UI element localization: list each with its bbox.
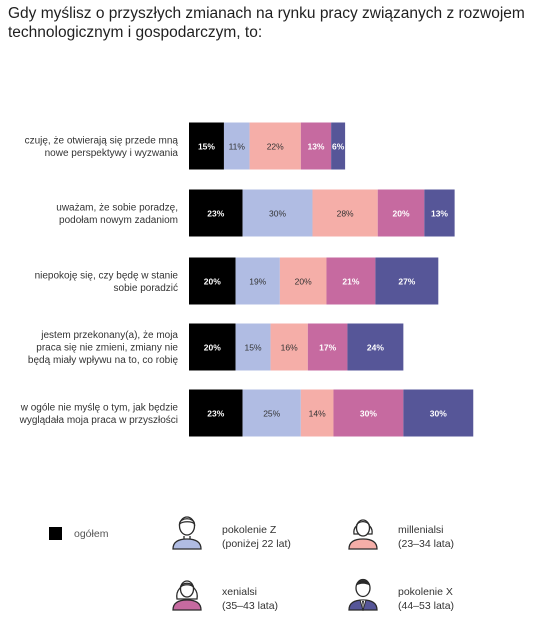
bar-value-label: 20% bbox=[204, 343, 221, 353]
bar-value-label: 23% bbox=[207, 409, 224, 419]
bar-segment-pokolenie-z bbox=[242, 189, 313, 237]
legend-label-ogolem: ogółem bbox=[74, 528, 109, 540]
bar-segment-millenialsi bbox=[300, 389, 334, 437]
legend-label-xenialsi: xenialsi bbox=[222, 586, 258, 598]
bar-value-label: 20% bbox=[393, 209, 410, 219]
bar-value-label: 13% bbox=[431, 209, 448, 219]
bar-value-label: 30% bbox=[269, 209, 286, 219]
bar-value-label: 14% bbox=[309, 409, 326, 419]
legend-label-pokolenie-x: pokolenie X bbox=[398, 586, 453, 598]
legend-label-millenialsi: millenialsi bbox=[398, 524, 444, 536]
bar-segment-pokolenie-x bbox=[331, 122, 346, 170]
bar-segment-millenialsi bbox=[270, 323, 308, 371]
category-label: niepokoję się, czy będę w stanie sobie po… bbox=[35, 270, 179, 294]
bar-segment-pokolenie-z bbox=[235, 323, 271, 371]
man-icon bbox=[172, 516, 202, 550]
bar-segment-ogolem bbox=[189, 389, 243, 437]
bar-value-label: 30% bbox=[430, 409, 447, 419]
bar-segment-pokolenie-z bbox=[223, 122, 250, 170]
bar-value-label: 22% bbox=[267, 142, 284, 152]
bar-segment-ogolem bbox=[189, 323, 236, 371]
bar-segment-xenialsi bbox=[300, 122, 332, 170]
bar-segment-ogolem bbox=[189, 257, 236, 305]
woman-long-hair-icon bbox=[172, 580, 202, 611]
bar-value-label: 11% bbox=[229, 142, 246, 152]
stacked-bar-chart: czuję, że otwierają się przede mną nowe p… bbox=[19, 122, 474, 437]
bar-segment-millenialsi bbox=[249, 122, 301, 170]
bar-segment-ogolem bbox=[189, 189, 243, 237]
bar-value-label: 20% bbox=[295, 277, 312, 287]
bar-value-label: 27% bbox=[398, 277, 415, 287]
bar-value-label: 28% bbox=[337, 209, 354, 219]
bar-value-label: 20% bbox=[204, 277, 221, 287]
bar-segment-xenialsi bbox=[333, 389, 404, 437]
bar-value-label: 16% bbox=[281, 343, 298, 353]
bar-segment-pokolenie-z bbox=[242, 389, 301, 437]
bar-value-label: 24% bbox=[367, 343, 384, 353]
legend-age-xenialsi: (35–43 lata) bbox=[222, 600, 279, 612]
legend-swatch-ogolem bbox=[49, 527, 62, 540]
bar-segment-pokolenie-x bbox=[347, 323, 404, 371]
category-label: uważam, że sobie poradzę, podołam nowym z… bbox=[56, 202, 178, 226]
bar-value-label: 25% bbox=[263, 409, 280, 419]
category-label: jestem przekonany(a), że moja praca się n… bbox=[28, 330, 179, 366]
bar-value-label: 6% bbox=[332, 142, 345, 152]
bar-value-label: 23% bbox=[207, 209, 224, 219]
legend-label-pokolenie-z: pokolenie Z bbox=[222, 524, 277, 536]
bar-value-label: 21% bbox=[342, 277, 359, 287]
legend-age-millenialsi: (23–34 lata) bbox=[398, 538, 455, 550]
bar-segment-ogolem bbox=[189, 122, 224, 170]
bar-segment-millenialsi bbox=[312, 189, 378, 237]
bar-segment-pokolenie-x bbox=[424, 189, 455, 237]
bar-value-label: 19% bbox=[249, 277, 266, 287]
bar-segment-pokolenie-z bbox=[235, 257, 280, 305]
bar-segment-pokolenie-x bbox=[403, 389, 474, 437]
woman-icon bbox=[348, 519, 378, 550]
businessman-icon bbox=[348, 578, 378, 611]
bar-value-label: 17% bbox=[319, 343, 336, 353]
chart-title: Gdy myślisz o przyszłych zmianach na ryn… bbox=[8, 5, 525, 41]
bar-segment-xenialsi bbox=[377, 189, 425, 237]
legend-age-pokolenie-x: (44–53 lata) bbox=[398, 600, 455, 612]
bar-value-label: 13% bbox=[307, 142, 324, 152]
bar-segment-pokolenie-x bbox=[375, 257, 439, 305]
bar-segment-xenialsi bbox=[326, 257, 376, 305]
category-label: w ogóle nie myślę o tym, jak będzie wyglą… bbox=[19, 402, 179, 426]
legend-age-pokolenie-z: (poniżej 22 lat) bbox=[222, 538, 291, 550]
bar-value-label: 15% bbox=[198, 142, 215, 152]
bar-segment-xenialsi bbox=[307, 323, 348, 371]
category-label: czuję, że otwierają się przede mną nowe p… bbox=[25, 135, 179, 159]
bar-value-label: 30% bbox=[360, 409, 377, 419]
bar-segment-millenialsi bbox=[279, 257, 327, 305]
bar-value-label: 15% bbox=[245, 343, 262, 353]
